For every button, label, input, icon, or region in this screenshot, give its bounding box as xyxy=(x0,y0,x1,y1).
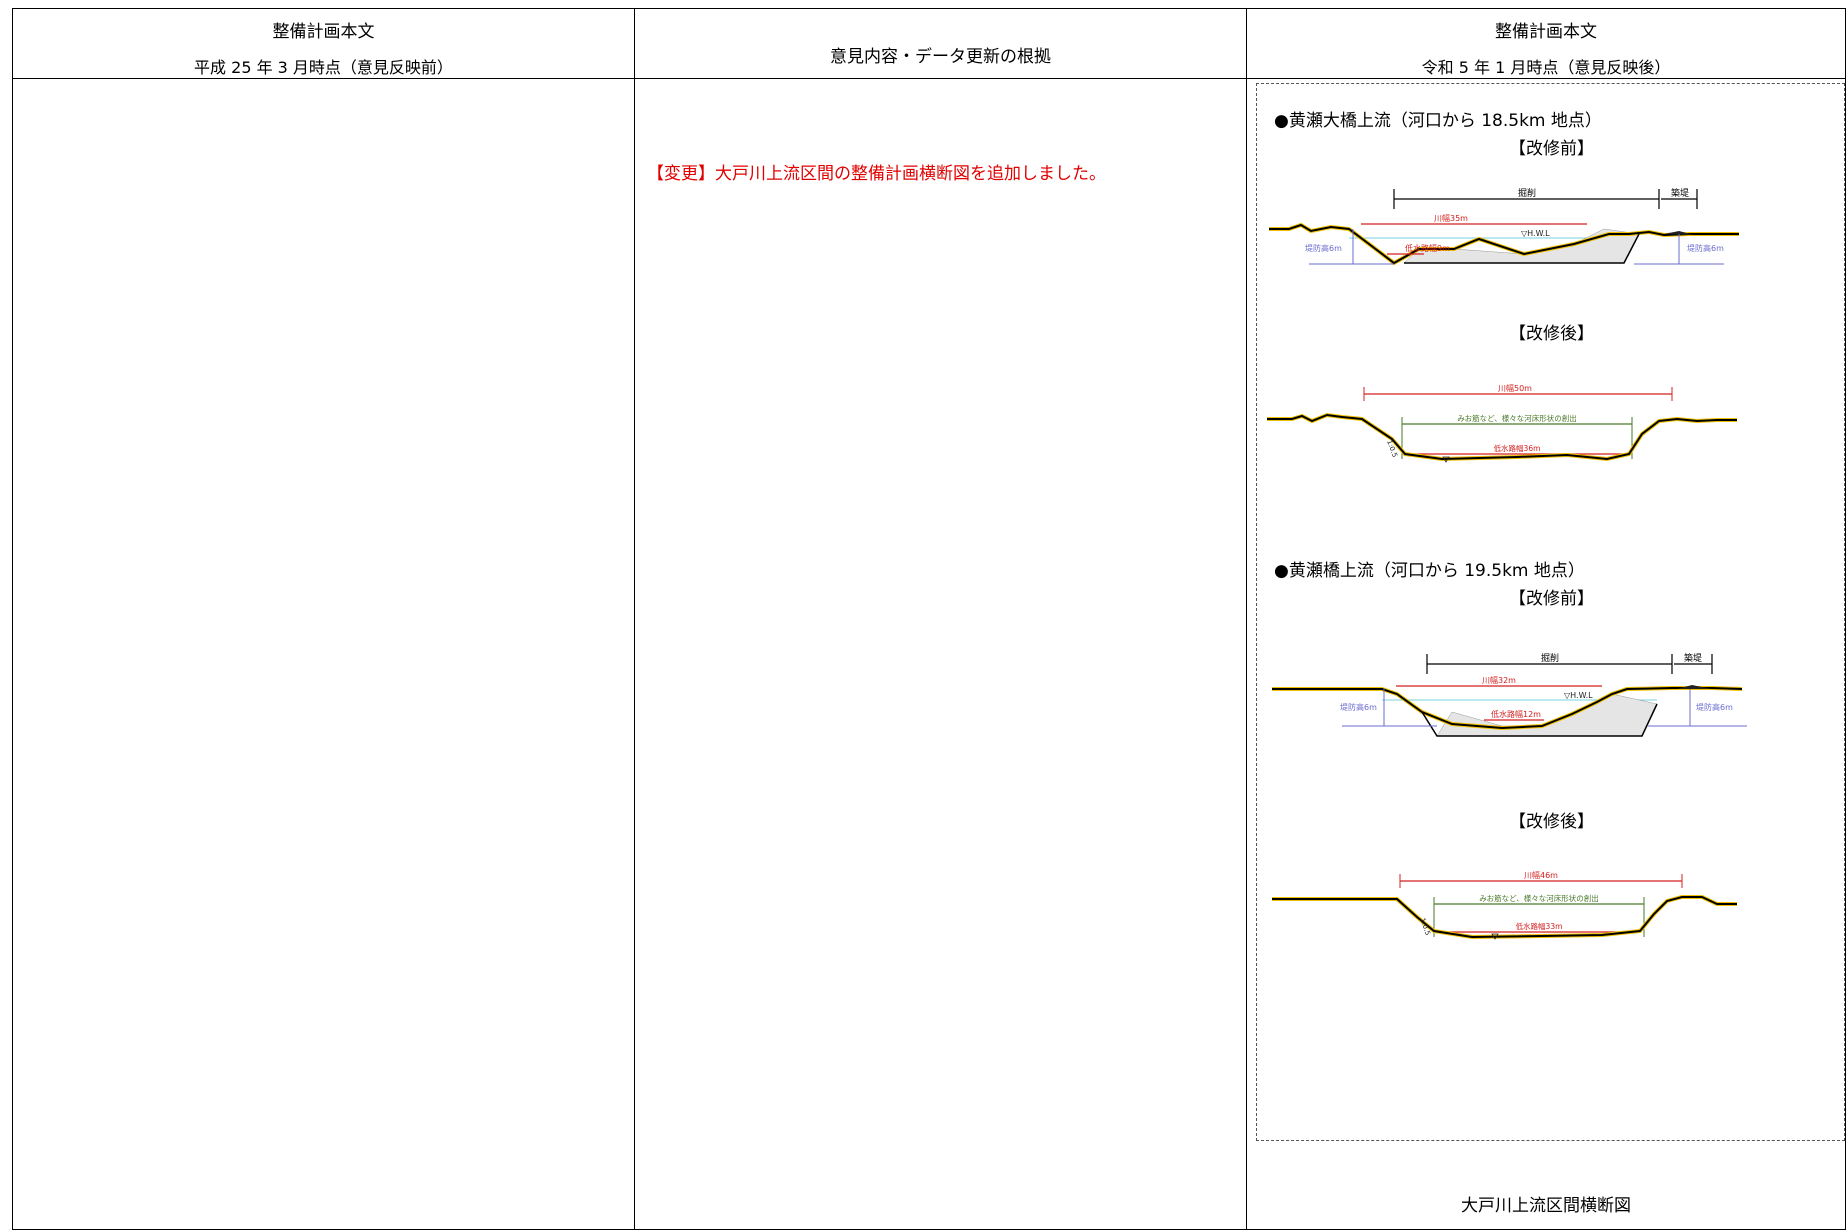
river-width-label: 川幅50m xyxy=(1498,383,1532,393)
existing-ground-line xyxy=(1272,687,1743,730)
before-text-cell xyxy=(12,78,635,1230)
levee-height-left-label: 堤防高6m xyxy=(1305,243,1342,253)
section2-before-label: 【改修前】 xyxy=(1509,589,1594,609)
header-before: 整備計画本文 平成 25 年 3 月時点（意見反映前） xyxy=(12,8,635,79)
excavation-label: 掘削 xyxy=(1518,187,1536,199)
hwl-label: ▽H.W.L xyxy=(1521,229,1550,238)
planned-ground-line xyxy=(1272,896,1737,939)
section1-after-diagram: 川幅50m みお筋など、様々な河床形状の創出 低水路幅36m 1:0.5 xyxy=(1267,383,1737,463)
embankment-label: 築堤 xyxy=(1684,652,1702,664)
hwl-label: ▽H.W.L xyxy=(1564,691,1593,700)
low-water-label: 低水路幅9m xyxy=(1405,243,1450,253)
header-after-title: 整備計画本文 xyxy=(1495,22,1597,42)
low-water-label: 低水路幅33m xyxy=(1516,921,1563,931)
low-water-label: 低水路幅12m xyxy=(1491,709,1541,719)
comparison-table: 整備計画本文 平成 25 年 3 月時点（意見反映前） 意見内容・データ更新の根… xyxy=(12,8,1846,1230)
figure-wrap: ●黄瀬大橋上流（河口から 18.5km 地点） 【改修前】 掘削 築堤 川幅35… xyxy=(1247,79,1845,1229)
figure-caption: 大戸川上流区間横断図 xyxy=(1461,1196,1631,1216)
channel-form-note: みお筋など、様々な河床形状の創出 xyxy=(1457,413,1577,423)
header-after-subtitle: 令和 5 年 1 月時点（意見反映後） xyxy=(1421,58,1671,77)
change-note: 【変更】大戸川上流区間の整備計画横断図を追加しました。 xyxy=(647,164,1106,184)
embankment-label: 築堤 xyxy=(1671,187,1689,199)
section2-after-label: 【改修後】 xyxy=(1509,812,1594,832)
figure-dashed-frame xyxy=(1256,83,1845,1141)
levee-height-right-label: 堤防高6m xyxy=(1696,702,1733,712)
excavation-label: 掘削 xyxy=(1541,652,1559,664)
section1-before-diagram: 掘削 築堤 川幅35m ▽H.W.L 低水路幅9m 堤防高6m xyxy=(1269,187,1739,266)
existing-ground-line xyxy=(1269,223,1739,265)
section1-after-label: 【改修後】 xyxy=(1509,324,1594,344)
header-before-title: 整備計画本文 xyxy=(272,22,375,42)
rationale-cell: 【変更】大戸川上流区間の整備計画横断図を追加しました。 xyxy=(634,78,1247,1230)
river-width-label: 川幅46m xyxy=(1524,870,1558,880)
after-figure-cell: ●黄瀬大橋上流（河口から 18.5km 地点） 【改修前】 掘削 築堤 川幅35… xyxy=(1246,78,1846,1230)
planned-ground-highlight xyxy=(1272,895,1737,940)
header-rationale-title: 意見内容・データ更新の根拠 xyxy=(830,47,1051,67)
section2-title: ●黄瀬橋上流（河口から 19.5km 地点） xyxy=(1274,561,1585,581)
slope-label: 1:0.5 xyxy=(1418,917,1432,937)
header-after: 整備計画本文 令和 5 年 1 月時点（意見反映後） xyxy=(1246,8,1846,79)
section1-title: ●黄瀬大橋上流（河口から 18.5km 地点） xyxy=(1274,111,1602,131)
river-width-label: 川幅32m xyxy=(1482,675,1516,685)
section2-after-diagram: 川幅46m みお筋など、様々な河床形状の創出 低水路幅33m 1:0.5 xyxy=(1272,870,1737,940)
header-before-subtitle: 平成 25 年 3 月時点（意見反映前） xyxy=(194,58,453,77)
levee-height-right-label: 堤防高6m xyxy=(1687,243,1724,253)
header-rationale: 意見内容・データ更新の根拠 xyxy=(634,8,1247,79)
section2-before-diagram: 掘削 築堤 川幅32m ▽H.W.L 低水路幅12m 堤防高6m xyxy=(1272,652,1747,737)
planned-ground-line xyxy=(1267,413,1737,461)
channel-form-note: みお筋など、様々な河床形状の創出 xyxy=(1479,893,1599,903)
section1-before-label: 【改修前】 xyxy=(1509,139,1594,159)
river-width-label: 川幅35m xyxy=(1434,213,1468,223)
levee-height-left-label: 堤防高6m xyxy=(1340,702,1377,712)
low-water-label: 低水路幅36m xyxy=(1494,443,1541,453)
